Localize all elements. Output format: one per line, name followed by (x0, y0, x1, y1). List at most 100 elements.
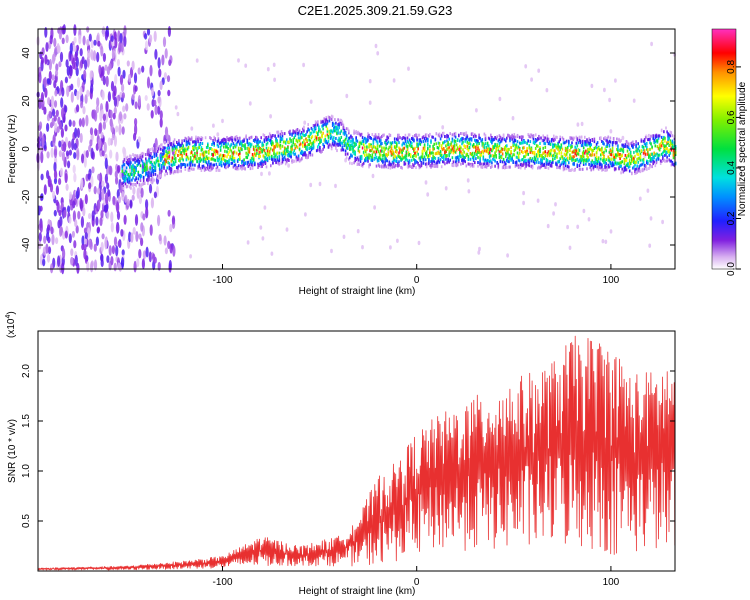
ridge-cell (581, 157, 584, 161)
ridge-cell (490, 148, 492, 151)
ridge-cell (600, 148, 602, 152)
ridge-cell (327, 115, 330, 119)
ridge-cell (171, 148, 174, 152)
ridge-cell (345, 146, 348, 150)
noise-cell (113, 262, 117, 272)
ridge-cell (487, 136, 490, 140)
ridge-cell (185, 153, 188, 157)
noise-cell (638, 196, 642, 201)
ridge-cell (122, 187, 125, 190)
ridge-cell (375, 164, 378, 168)
ridge-cell (641, 162, 644, 166)
ridge-cell (608, 165, 611, 169)
ridge-cell (265, 157, 268, 161)
noise-cell (152, 253, 156, 262)
ridge-cell (425, 162, 428, 166)
ridge-cell (395, 150, 397, 154)
ridge-cell (549, 149, 552, 153)
ridge-cell (578, 148, 581, 152)
noise-cell (72, 57, 76, 70)
ridge-cell (499, 135, 502, 139)
ridge-cell (292, 131, 294, 135)
ridge-cell (452, 149, 455, 153)
ridge-cell (193, 148, 195, 152)
ridge-cell (484, 136, 487, 140)
ridge-cell (132, 183, 134, 187)
snr-x-label: Height of straight line (km) (299, 586, 416, 597)
ridge-cell (146, 161, 148, 165)
noise-cell (71, 138, 75, 151)
ridge-cell (342, 148, 345, 152)
ridge-cell (404, 162, 407, 166)
ridge-cell (164, 140, 166, 144)
ridge-cell (494, 151, 496, 155)
ridge-cell (352, 150, 354, 154)
ridge-cell (131, 173, 133, 177)
noise-cell (80, 199, 84, 212)
ridge-cell (668, 136, 670, 140)
ridge-cell (294, 134, 297, 137)
ridge-cell (553, 149, 555, 153)
ridge-cell (126, 178, 129, 182)
ridge-cell (265, 146, 268, 150)
ridge-cell (444, 149, 446, 153)
ridge-cell (328, 119, 331, 123)
ridge-cell (628, 164, 631, 168)
ridge-cell (321, 120, 323, 124)
noise-cell (119, 172, 123, 179)
ridge-cell (121, 185, 124, 189)
ridge-cell (130, 154, 132, 158)
ridge-cell (603, 142, 605, 146)
ridge-cell (607, 135, 610, 139)
noise-cell (54, 46, 58, 57)
ridge-cell (202, 159, 205, 163)
ridge-cell (287, 153, 289, 157)
ridge-cell (470, 153, 473, 157)
ridge-cell (461, 152, 463, 156)
noise-cell (546, 223, 550, 229)
ridge-cell (213, 141, 215, 145)
ridge-cell (559, 157, 561, 161)
ridge-cell (173, 138, 176, 142)
ridge-cell (127, 158, 130, 161)
ridge-cell (541, 164, 543, 168)
ridge-cell (460, 150, 462, 154)
noise-cell (46, 122, 50, 132)
ridge-cell (339, 143, 341, 147)
ridge-cell (349, 147, 351, 151)
ridge-cell (229, 144, 231, 148)
ridge-cell (453, 134, 456, 138)
ridge-cell (577, 159, 580, 163)
ridge-cell (375, 139, 378, 143)
ridge-cell (439, 137, 442, 141)
ridge-cell (258, 153, 260, 157)
ridge-cell (177, 165, 179, 169)
noise-cell (88, 182, 92, 190)
colorbar-tick-label: 0.6 (726, 110, 737, 124)
ridge-cell (254, 139, 256, 143)
noise-cell (74, 219, 78, 228)
ridge-cell (571, 136, 573, 140)
noise-cell (64, 172, 68, 184)
ridge-cell (261, 159, 263, 163)
ridge-cell (393, 145, 396, 149)
ridge-cell (368, 163, 370, 167)
noise-cell (107, 91, 111, 103)
ridge-cell (257, 146, 259, 150)
noise-cell (356, 229, 360, 234)
ridge-cell (219, 161, 222, 165)
ridge-cell (514, 139, 517, 143)
ridge-cell (260, 136, 262, 140)
ridge-cell (515, 143, 518, 147)
ridge-cell (440, 153, 443, 157)
ridge-cell (272, 134, 274, 137)
ridge-cell (498, 156, 501, 159)
ridge-cell (574, 158, 576, 162)
ridge-cell (145, 171, 147, 175)
ridge-cell (486, 147, 489, 151)
ridge-cell (258, 140, 260, 144)
noise-cell (169, 223, 173, 233)
ridge-cell (575, 153, 578, 157)
ridge-cell (251, 153, 254, 156)
ridge-cell (458, 155, 460, 159)
